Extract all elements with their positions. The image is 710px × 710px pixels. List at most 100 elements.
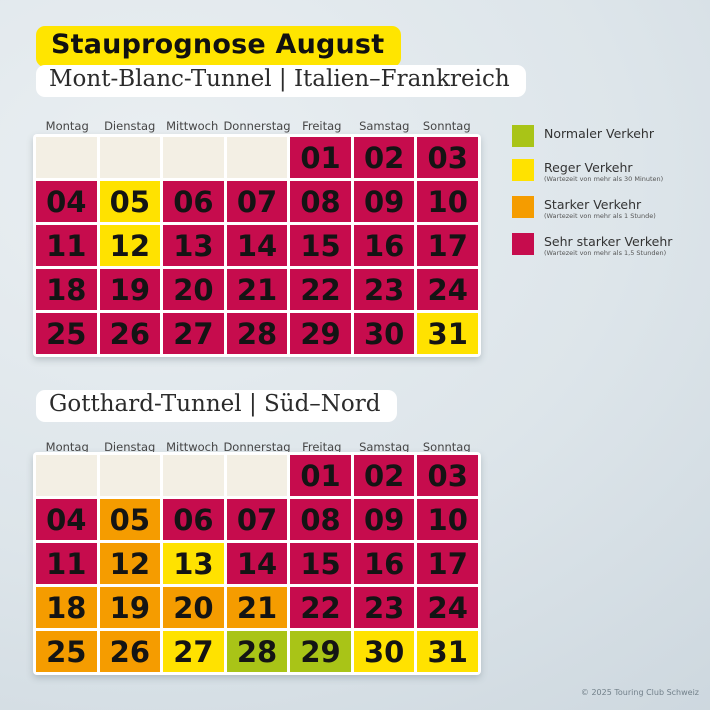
day-cell: 24 [417, 587, 478, 628]
day-cell: 11 [36, 543, 97, 584]
day-cell: 08 [290, 499, 351, 540]
day-cell: 12 [99, 225, 161, 266]
day-cell: 04 [36, 181, 97, 222]
day-cell: 08 [290, 181, 351, 222]
day-cell: 25 [36, 313, 97, 354]
weekday-label: Samstag [359, 119, 410, 133]
day-cell: 15 [290, 225, 351, 266]
legend-text: Normaler Verkehr [544, 125, 654, 141]
day-cell: 28 [226, 313, 288, 354]
legend-text: Starker Verkehr (Wartezeit von mehr als 1… [544, 196, 656, 221]
day-cell: 18 [36, 269, 97, 310]
day-cell: 17 [417, 225, 478, 266]
legend: Normaler Verkehr Reger Verkehr (Wartezeit … [512, 125, 672, 257]
legend-item: Reger Verkehr (Wartezeit von mehr als 30 … [512, 159, 672, 184]
empty-day-cell [163, 455, 224, 496]
day-cell: 14 [226, 225, 288, 266]
day-cell: 28 [226, 631, 288, 672]
day-cell: 04 [36, 499, 97, 540]
empty-day-cell [36, 455, 97, 496]
legend-text: Reger Verkehr (Wartezeit von mehr als 30 … [544, 159, 663, 184]
day-cell: 25 [36, 631, 97, 672]
empty-day-cell [226, 137, 288, 178]
weekday-label: Dienstag [104, 119, 156, 133]
page-title: Stauprognose August [36, 26, 402, 67]
day-cell: 27 [163, 313, 224, 354]
weekday-label: Samstag [359, 440, 410, 454]
legend-label: Normaler Verkehr [544, 126, 654, 141]
day-cell: 26 [99, 313, 161, 354]
day-cell: 05 [99, 499, 161, 540]
day-cell: 05 [99, 181, 161, 222]
day-cell: 18 [36, 587, 97, 628]
legend-item: Starker Verkehr (Wartezeit von mehr als 1… [512, 195, 672, 221]
day-cell: 26 [99, 631, 161, 672]
empty-day-cell [99, 455, 161, 496]
day-cell: 01 [290, 455, 351, 496]
day-cell: 27 [163, 631, 224, 672]
day-cell: 07 [226, 181, 288, 222]
day-cell: 23 [353, 587, 415, 628]
day-cell: 30 [353, 631, 415, 672]
weekday-label: Dienstag [104, 440, 156, 454]
calendar-2-title: Gotthard-Tunnel | Süd–Nord [36, 390, 397, 422]
legend-sublabel: (Wartezeit von mehr als 30 Minuten) [544, 175, 664, 184]
calendar-2: 01 02 03 04 05 06 07 08 09 10 11 12 13 14 15 16 17 18 19 20… [33, 452, 481, 675]
legend-text: Sehr starker Verkehr (Wartezeit von mehr … [544, 233, 672, 258]
day-cell: 03 [417, 137, 478, 178]
day-cell: 20 [163, 587, 224, 628]
weekday-label: Mittwoch [166, 440, 219, 454]
calendar-1-title: Mont-Blanc-Tunnel | Italien–Frankreich [36, 65, 526, 97]
weekday-label: Donnerstag [223, 119, 291, 133]
day-cell: 19 [99, 269, 161, 310]
calendar-2-grid: 01 02 03 04 05 06 07 08 09 10 11 12 13 14 15 16 17 18 19 20… [36, 455, 478, 672]
weekday-label: Freitag [302, 119, 342, 133]
day-cell: 17 [417, 543, 478, 584]
legend-color-swatch [512, 125, 534, 147]
legend-label: Starker Verkehr [544, 196, 642, 212]
day-cell: 23 [353, 269, 415, 310]
day-cell: 31 [417, 631, 478, 672]
empty-day-cell [99, 137, 161, 178]
weekday-header-row-2: Montag Dienstag Mittwoch Donnerstag Freitag S… [36, 440, 478, 454]
empty-day-cell [226, 455, 288, 496]
day-cell: 06 [163, 181, 224, 222]
legend-color-swatch [512, 159, 534, 181]
day-cell: 01 [290, 137, 351, 178]
legend-color-swatch [512, 232, 534, 255]
day-cell: 15 [290, 543, 351, 584]
day-cell: 31 [417, 313, 478, 354]
legend-label: Reger Verkehr [544, 160, 633, 175]
day-cell: 21 [226, 587, 288, 628]
day-cell: 06 [163, 499, 224, 540]
day-cell: 03 [417, 455, 478, 496]
day-cell: 16 [353, 225, 415, 266]
day-cell: 07 [226, 499, 288, 540]
legend-item: Sehr starker Verkehr (Wartezeit von mehr … [512, 232, 672, 258]
copyright: © 2025 Touring Club Schweiz [580, 688, 699, 697]
day-cell: 21 [226, 269, 288, 310]
weekday-label: Sonntag [422, 119, 471, 133]
calendar-1-grid: 01 02 03 04 05 06 07 08 09 10 11 12 13 14 15 16 17 18 19 20… [36, 137, 478, 354]
legend-sublabel: (Wartezeit von mehr als 1 Stunde) [544, 212, 656, 221]
weekday-label: Mittwoch [166, 119, 219, 133]
weekday-label: Donnerstag [223, 440, 291, 454]
day-cell: 02 [353, 455, 415, 496]
day-cell: 14 [226, 543, 288, 584]
day-cell: 29 [290, 313, 351, 354]
day-cell: 10 [417, 181, 478, 222]
weekday-header-row-1: Montag Dienstag Mittwoch Donnerstag Freitag S… [36, 119, 478, 133]
day-cell: 11 [36, 225, 97, 266]
weekday-label: Montag [45, 440, 89, 454]
day-cell: 19 [99, 587, 161, 628]
day-cell: 13 [163, 543, 224, 584]
day-cell: 12 [99, 543, 161, 584]
legend-color-swatch [512, 195, 534, 218]
calendar-1: 01 02 03 04 05 06 07 08 09 10 11 12 13 14 15 16 17 18 19 20… [33, 134, 481, 357]
day-cell: 13 [163, 225, 224, 266]
day-cell: 30 [353, 313, 415, 354]
day-cell: 09 [353, 499, 415, 540]
day-cell: 16 [353, 543, 415, 584]
day-cell: 29 [290, 631, 351, 672]
